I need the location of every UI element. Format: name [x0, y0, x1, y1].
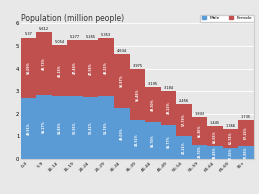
- Text: 47.58%: 47.58%: [89, 62, 93, 74]
- Text: 32.85%: 32.85%: [244, 146, 248, 159]
- Bar: [52, 96, 67, 159]
- Text: 48.22%: 48.22%: [104, 61, 108, 74]
- Bar: [83, 97, 98, 159]
- Text: 5.277: 5.277: [70, 35, 80, 39]
- Text: 50.27%: 50.27%: [42, 121, 46, 133]
- Bar: [207, 146, 223, 159]
- Text: 66.30%: 66.30%: [197, 125, 202, 137]
- Text: 1.445: 1.445: [210, 121, 220, 125]
- Text: 51.78%: 51.78%: [104, 121, 108, 134]
- Bar: [238, 146, 254, 159]
- Bar: [98, 96, 114, 159]
- Text: 60.55%: 60.55%: [213, 130, 217, 143]
- Bar: [207, 126, 223, 146]
- Bar: [36, 95, 52, 159]
- Bar: [130, 120, 145, 159]
- Bar: [114, 54, 130, 108]
- Text: 57.79%: 57.79%: [182, 113, 186, 126]
- Bar: [21, 98, 36, 159]
- Text: 45.15%: 45.15%: [57, 64, 62, 77]
- Text: 47.44%: 47.44%: [73, 62, 77, 74]
- Bar: [36, 32, 52, 95]
- Text: 5.353: 5.353: [101, 33, 111, 37]
- Bar: [192, 117, 207, 145]
- Bar: [192, 145, 207, 159]
- Text: 3.195: 3.195: [148, 82, 158, 86]
- Text: 1.366: 1.366: [225, 124, 236, 128]
- Text: 5.37: 5.37: [25, 32, 32, 36]
- Text: 43.52%: 43.52%: [135, 133, 139, 146]
- Bar: [176, 104, 192, 136]
- Text: 49.91%: 49.91%: [26, 122, 31, 135]
- Text: 50.70%: 50.70%: [151, 134, 155, 147]
- Text: 50.09%: 50.09%: [26, 62, 31, 74]
- Bar: [223, 148, 238, 159]
- Text: 52.56%: 52.56%: [73, 121, 77, 134]
- Bar: [238, 120, 254, 146]
- Bar: [67, 40, 83, 96]
- Bar: [176, 136, 192, 159]
- Text: 67.15%: 67.15%: [244, 127, 248, 139]
- Text: 39.45%: 39.45%: [213, 146, 217, 159]
- Text: 54.85%: 54.85%: [57, 121, 62, 134]
- Text: 49.03%: 49.03%: [120, 127, 124, 140]
- Text: 33.70%: 33.70%: [197, 146, 202, 158]
- Bar: [223, 129, 238, 148]
- Text: 56.48%: 56.48%: [135, 88, 139, 101]
- Bar: [130, 69, 145, 120]
- Bar: [98, 38, 114, 96]
- Bar: [83, 40, 98, 97]
- Text: 2.456: 2.456: [179, 99, 189, 103]
- Text: 50.77%: 50.77%: [166, 136, 170, 148]
- Text: 52.42%: 52.42%: [89, 121, 93, 134]
- Bar: [161, 125, 176, 159]
- Text: 1.735: 1.735: [241, 115, 251, 119]
- Text: 49.30%: 49.30%: [151, 98, 155, 111]
- Text: 42.21%: 42.21%: [182, 141, 186, 154]
- Text: 5.265: 5.265: [85, 35, 96, 39]
- Text: 5.612: 5.612: [39, 27, 49, 31]
- Text: 3.184: 3.184: [163, 86, 174, 90]
- Text: 62.74%: 62.74%: [228, 132, 233, 145]
- Text: 3.975: 3.975: [132, 64, 142, 68]
- Bar: [21, 37, 36, 98]
- Bar: [52, 45, 67, 96]
- Bar: [67, 96, 83, 159]
- Legend: Male, Female: Male, Female: [200, 15, 254, 22]
- Text: 37.26%: 37.26%: [228, 147, 233, 160]
- Bar: [114, 108, 130, 159]
- Text: Population (million people): Population (million people): [21, 14, 124, 23]
- Text: 5.054: 5.054: [54, 40, 65, 44]
- Text: 50.97%: 50.97%: [120, 75, 124, 87]
- Text: 1.843: 1.843: [194, 112, 205, 116]
- Bar: [161, 91, 176, 125]
- Bar: [145, 87, 161, 122]
- Text: 49.73%: 49.73%: [42, 57, 46, 70]
- Text: 49.23%: 49.23%: [166, 102, 170, 114]
- Bar: [145, 122, 161, 159]
- Text: 4.634: 4.634: [117, 49, 127, 53]
